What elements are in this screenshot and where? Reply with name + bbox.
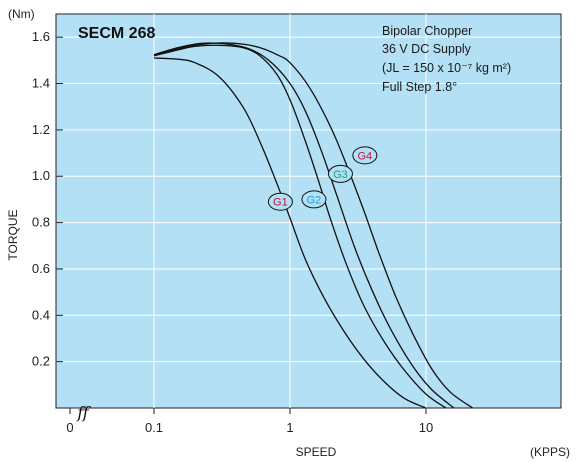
axis-break-mark: ff [76, 403, 91, 422]
curve-label-text-g1: G1 [273, 197, 288, 209]
curve-label-g2: G2 [301, 190, 327, 209]
y-tick-label-2: 0.6 [32, 261, 50, 276]
curve-label-g3: G3 [327, 164, 353, 183]
curve-label-oval-g3 [327, 164, 353, 183]
y-unit-label: (Nm) [8, 7, 35, 21]
note-line-2: 36 V DC Supply [382, 42, 472, 56]
curve-label-oval-g4 [352, 146, 378, 165]
curve-label-text-g2: G2 [307, 194, 322, 206]
curve-g3 [153, 42, 455, 409]
y-axis-label: TORQUE [6, 209, 20, 260]
y-tick-label-1: 0.4 [32, 307, 50, 322]
curve-g1 [153, 57, 427, 409]
curve-label-g1: G1 [267, 192, 293, 211]
chart-title: SECM 268 [78, 25, 155, 42]
x-axis-ticks: 0 0.1 1 10 [66, 408, 433, 435]
x-tick-label-2: 1 [286, 420, 293, 435]
y-tick-label-6: 1.4 [32, 76, 50, 91]
y-tick-label-0: 0.2 [32, 354, 50, 369]
y-tick-label-7: 1.6 [32, 29, 50, 44]
x-axis-label: SPEED [296, 445, 337, 459]
curve-label-text-g3: G3 [333, 169, 348, 181]
notes-block: Bipolar Chopper 36 V DC Supply (JL = 150… [382, 24, 511, 94]
x-unit-label: (KPPS) [530, 445, 570, 459]
note-line-4: Full Step 1.8° [382, 80, 457, 94]
curve-label-oval-g1 [267, 192, 293, 211]
torque-curves [153, 42, 473, 409]
note-line-3: (JL = 150 x 10⁻⁷ kg m²) [382, 61, 511, 75]
curve-label-g4: G4 [352, 146, 378, 165]
curve-g4 [153, 42, 473, 409]
x-tick-label-3: 10 [419, 420, 433, 435]
curve-label-text-g4: G4 [357, 150, 372, 162]
curve-label-oval-g2 [301, 190, 327, 209]
x-tick-label-1: 0.1 [145, 420, 163, 435]
curve-labels: G1 G2 G3 G4 [267, 146, 378, 211]
y-tick-label-3: 0.8 [32, 215, 50, 230]
grid-lines [56, 14, 561, 408]
x-tick-label-0: 0 [66, 420, 73, 435]
y-axis-ticks: 0.2 0.4 0.6 0.8 1.0 1.2 1.4 1.6 [32, 29, 63, 369]
y-tick-label-5: 1.2 [32, 122, 50, 137]
plot-background [55, 13, 562, 409]
note-line-1: Bipolar Chopper [382, 24, 472, 38]
y-tick-label-4: 1.0 [32, 168, 50, 183]
curve-g2 [153, 44, 447, 409]
